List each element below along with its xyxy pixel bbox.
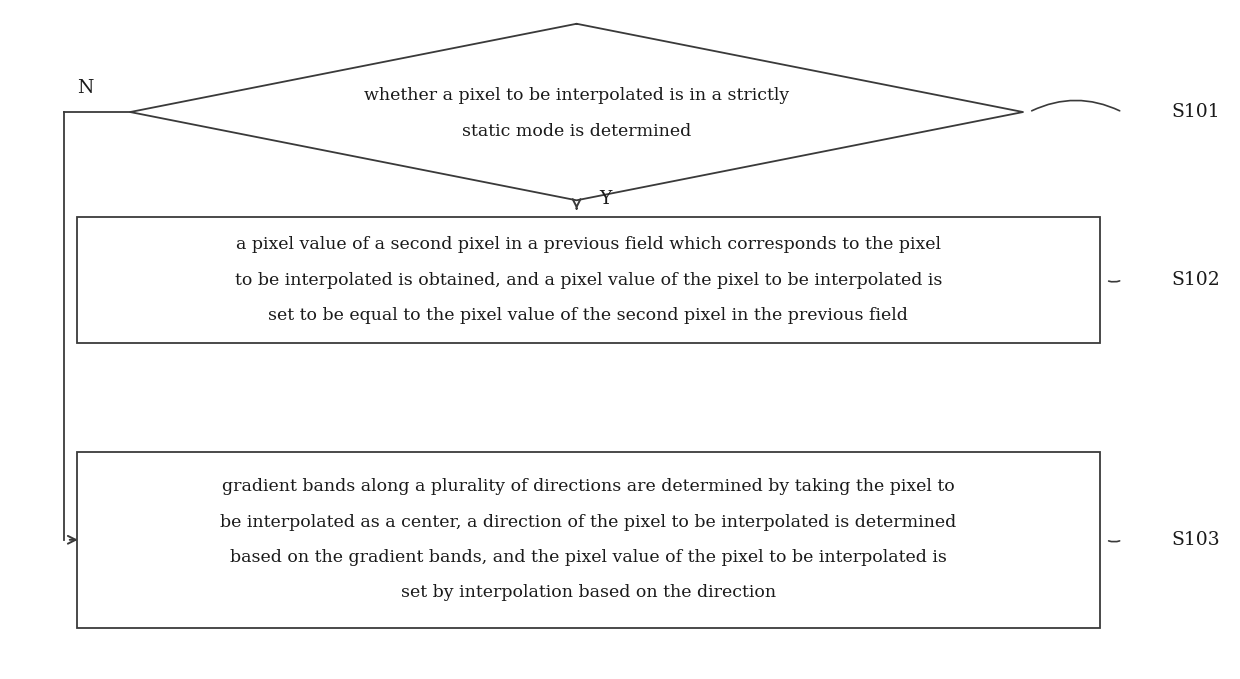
Text: S102: S102 [1172,271,1220,289]
Bar [77,452,1100,628]
Text: N: N [77,79,93,97]
Text: gradient bands along a plurality of directions are determined by taking the pixe: gradient bands along a plurality of dire… [222,478,955,496]
Text: static mode is determined: static mode is determined [463,122,691,140]
Text: based on the gradient bands, and the pixel value of the pixel to be interpolated: based on the gradient bands, and the pix… [229,549,947,566]
Text: Y: Y [599,189,611,208]
Text: set by interpolation based on the direction: set by interpolation based on the direct… [401,584,776,602]
Text: be interpolated as a center, a direction of the pixel to be interpolated is dete: be interpolated as a center, a direction… [221,513,956,531]
Text: to be interpolated is obtained, and a pixel value of the pixel to be interpolate: to be interpolated is obtained, and a pi… [234,272,942,289]
Text: S103: S103 [1172,531,1220,549]
Text: S101: S101 [1172,103,1220,121]
Text: set to be equal to the pixel value of the second pixel in the previous field: set to be equal to the pixel value of th… [268,307,909,324]
Bar [77,217,1100,343]
Text: a pixel value of a second pixel in a previous field which corresponds to the pix: a pixel value of a second pixel in a pre… [236,236,941,253]
Text: whether a pixel to be interpolated is in a strictly: whether a pixel to be interpolated is in… [365,86,789,104]
